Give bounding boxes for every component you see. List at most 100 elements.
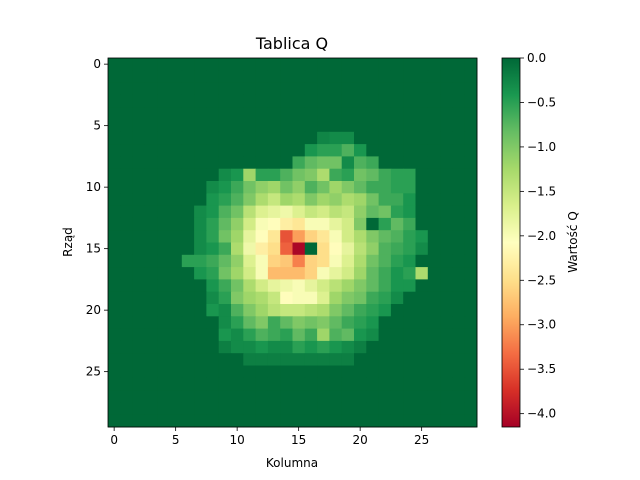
heatmap-cell (403, 328, 416, 342)
heatmap-cell (280, 131, 293, 145)
heatmap-cell (218, 365, 232, 379)
heatmap-cell (120, 279, 133, 293)
heatmap-cell (267, 390, 281, 403)
heatmap-cell (440, 181, 453, 194)
heatmap-cell (157, 107, 170, 120)
heatmap-cell (366, 168, 379, 182)
heatmap-cell (354, 353, 367, 366)
heatmap-cell (218, 156, 232, 170)
heatmap-cell (206, 291, 220, 305)
heatmap-cell (120, 144, 133, 157)
x-tick-label: 25 (414, 433, 429, 447)
heatmap-cell (280, 377, 293, 391)
heatmap-cell (144, 217, 158, 231)
heatmap-cell (169, 156, 183, 170)
heatmap-cell (280, 328, 293, 342)
heatmap-cell (255, 414, 269, 428)
heatmap-cell (464, 230, 478, 243)
heatmap-cell (403, 242, 416, 256)
heatmap-cell (255, 181, 269, 194)
heatmap-cell (157, 230, 170, 243)
heatmap-cell (292, 254, 306, 268)
heatmap-cell (464, 279, 478, 293)
heatmap-cell (452, 328, 466, 342)
heatmap-cell (354, 168, 367, 182)
heatmap-cell (132, 414, 146, 428)
heatmap-cell (267, 365, 281, 379)
heatmap-cell (415, 230, 429, 243)
heatmap-cell (231, 340, 244, 354)
heatmap-cell (181, 82, 195, 96)
heatmap-cell (427, 58, 441, 71)
heatmap-cell (194, 365, 207, 379)
heatmap-cell (194, 217, 207, 231)
heatmap-cell (169, 353, 183, 366)
heatmap-cell (464, 82, 478, 96)
heatmap-cell (440, 254, 453, 268)
heatmap-cell (329, 82, 343, 96)
heatmap-cell (194, 402, 207, 416)
heatmap-cell (181, 107, 195, 120)
heatmap-cell (354, 181, 367, 194)
heatmap-cell (415, 340, 429, 354)
heatmap-cell (280, 402, 293, 416)
heatmap-cell (157, 279, 170, 293)
heatmap-cell (304, 230, 318, 243)
heatmap-cell (292, 82, 306, 96)
heatmap-cell (341, 267, 355, 280)
heatmap-cell (440, 353, 453, 366)
heatmap-cell (415, 316, 429, 329)
heatmap-cell (292, 390, 306, 403)
heatmap-cell (243, 168, 256, 182)
heatmap-cell (329, 279, 343, 293)
heatmap-cell (206, 365, 220, 379)
heatmap-cell (267, 107, 281, 120)
heatmap-cell (194, 131, 207, 145)
heatmap-cell (452, 242, 466, 256)
heatmap-cell (267, 414, 281, 428)
colorbar-tick-label: −0.5 (527, 95, 556, 109)
heatmap-cell (181, 144, 195, 157)
heatmap-cell (464, 193, 478, 206)
heatmap-cell (341, 316, 355, 329)
heatmap-cell (144, 291, 158, 305)
heatmap-cell (366, 107, 379, 120)
heatmap-cell (120, 414, 133, 428)
heatmap-cell (206, 340, 220, 354)
heatmap-cell (108, 254, 121, 268)
heatmap-cell (280, 304, 293, 317)
colorbar-tick-label: −2.0 (527, 229, 556, 243)
heatmap-cell (267, 279, 281, 293)
heatmap-cell (403, 365, 416, 379)
heatmap-cell (169, 107, 183, 120)
heatmap-cell (181, 291, 195, 305)
heatmap-cell (181, 193, 195, 206)
heatmap-cell (108, 70, 121, 83)
heatmap-cell (403, 168, 416, 182)
heatmap-cell (292, 181, 306, 194)
heatmap-cell (464, 58, 478, 71)
heatmap-cell (329, 119, 343, 133)
heatmap-cell (108, 107, 121, 120)
heatmap-cell (206, 70, 220, 83)
heatmap-cell (218, 267, 232, 280)
heatmap-cell (464, 181, 478, 194)
heatmap-cell (354, 402, 367, 416)
heatmap-cell (329, 254, 343, 268)
heatmap-cell (366, 119, 379, 133)
heatmap-cell (243, 242, 256, 256)
heatmap-cell (280, 156, 293, 170)
heatmap-cell (231, 291, 244, 305)
heatmap-cell (120, 94, 133, 108)
x-tick-label: 0 (110, 433, 118, 447)
heatmap-cell (304, 94, 318, 108)
heatmap-cell (231, 58, 244, 71)
heatmap-cell (231, 144, 244, 157)
heatmap-cell (427, 107, 441, 120)
heatmap-cell (108, 402, 121, 416)
heatmap-cell (231, 181, 244, 194)
heatmap-cell (132, 353, 146, 366)
heatmap-cell (194, 168, 207, 182)
heatmap-cell (378, 402, 392, 416)
heatmap-cell (354, 193, 367, 206)
